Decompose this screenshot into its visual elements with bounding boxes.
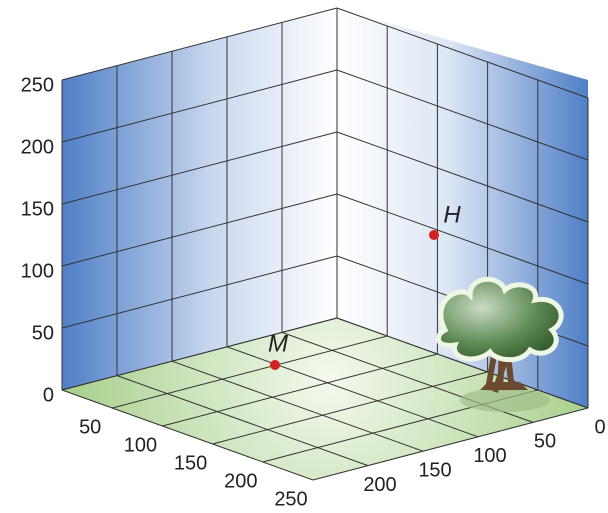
y-tick-label: 250	[21, 74, 54, 96]
x-tick-label: 250	[274, 488, 307, 510]
x-tick-label: 50	[79, 416, 101, 438]
point-label: H	[443, 201, 461, 228]
point-label: M	[268, 330, 288, 357]
y-tick-label: 200	[21, 136, 54, 158]
point-h	[429, 230, 439, 240]
x-tick-label: 200	[224, 470, 257, 492]
x-tick-label: 150	[174, 452, 207, 474]
y-tick-label: 0	[43, 384, 54, 406]
x-tick-label: 100	[124, 434, 157, 456]
point-m	[270, 360, 280, 370]
z-tick-label: 0	[594, 416, 605, 438]
z-tick-label: 100	[473, 445, 506, 467]
z-tick-label: 150	[418, 459, 451, 481]
z-tick-label: 50	[534, 431, 556, 453]
figure: M H 0 50 100 150 200 250 50 100 150 200 250 0 50 100 1…	[0, 0, 608, 513]
y-tick-label: 50	[32, 322, 54, 344]
z-tick-label: 200	[363, 474, 396, 496]
y-tick-label: 100	[21, 260, 54, 282]
y-tick-label: 150	[21, 198, 54, 220]
